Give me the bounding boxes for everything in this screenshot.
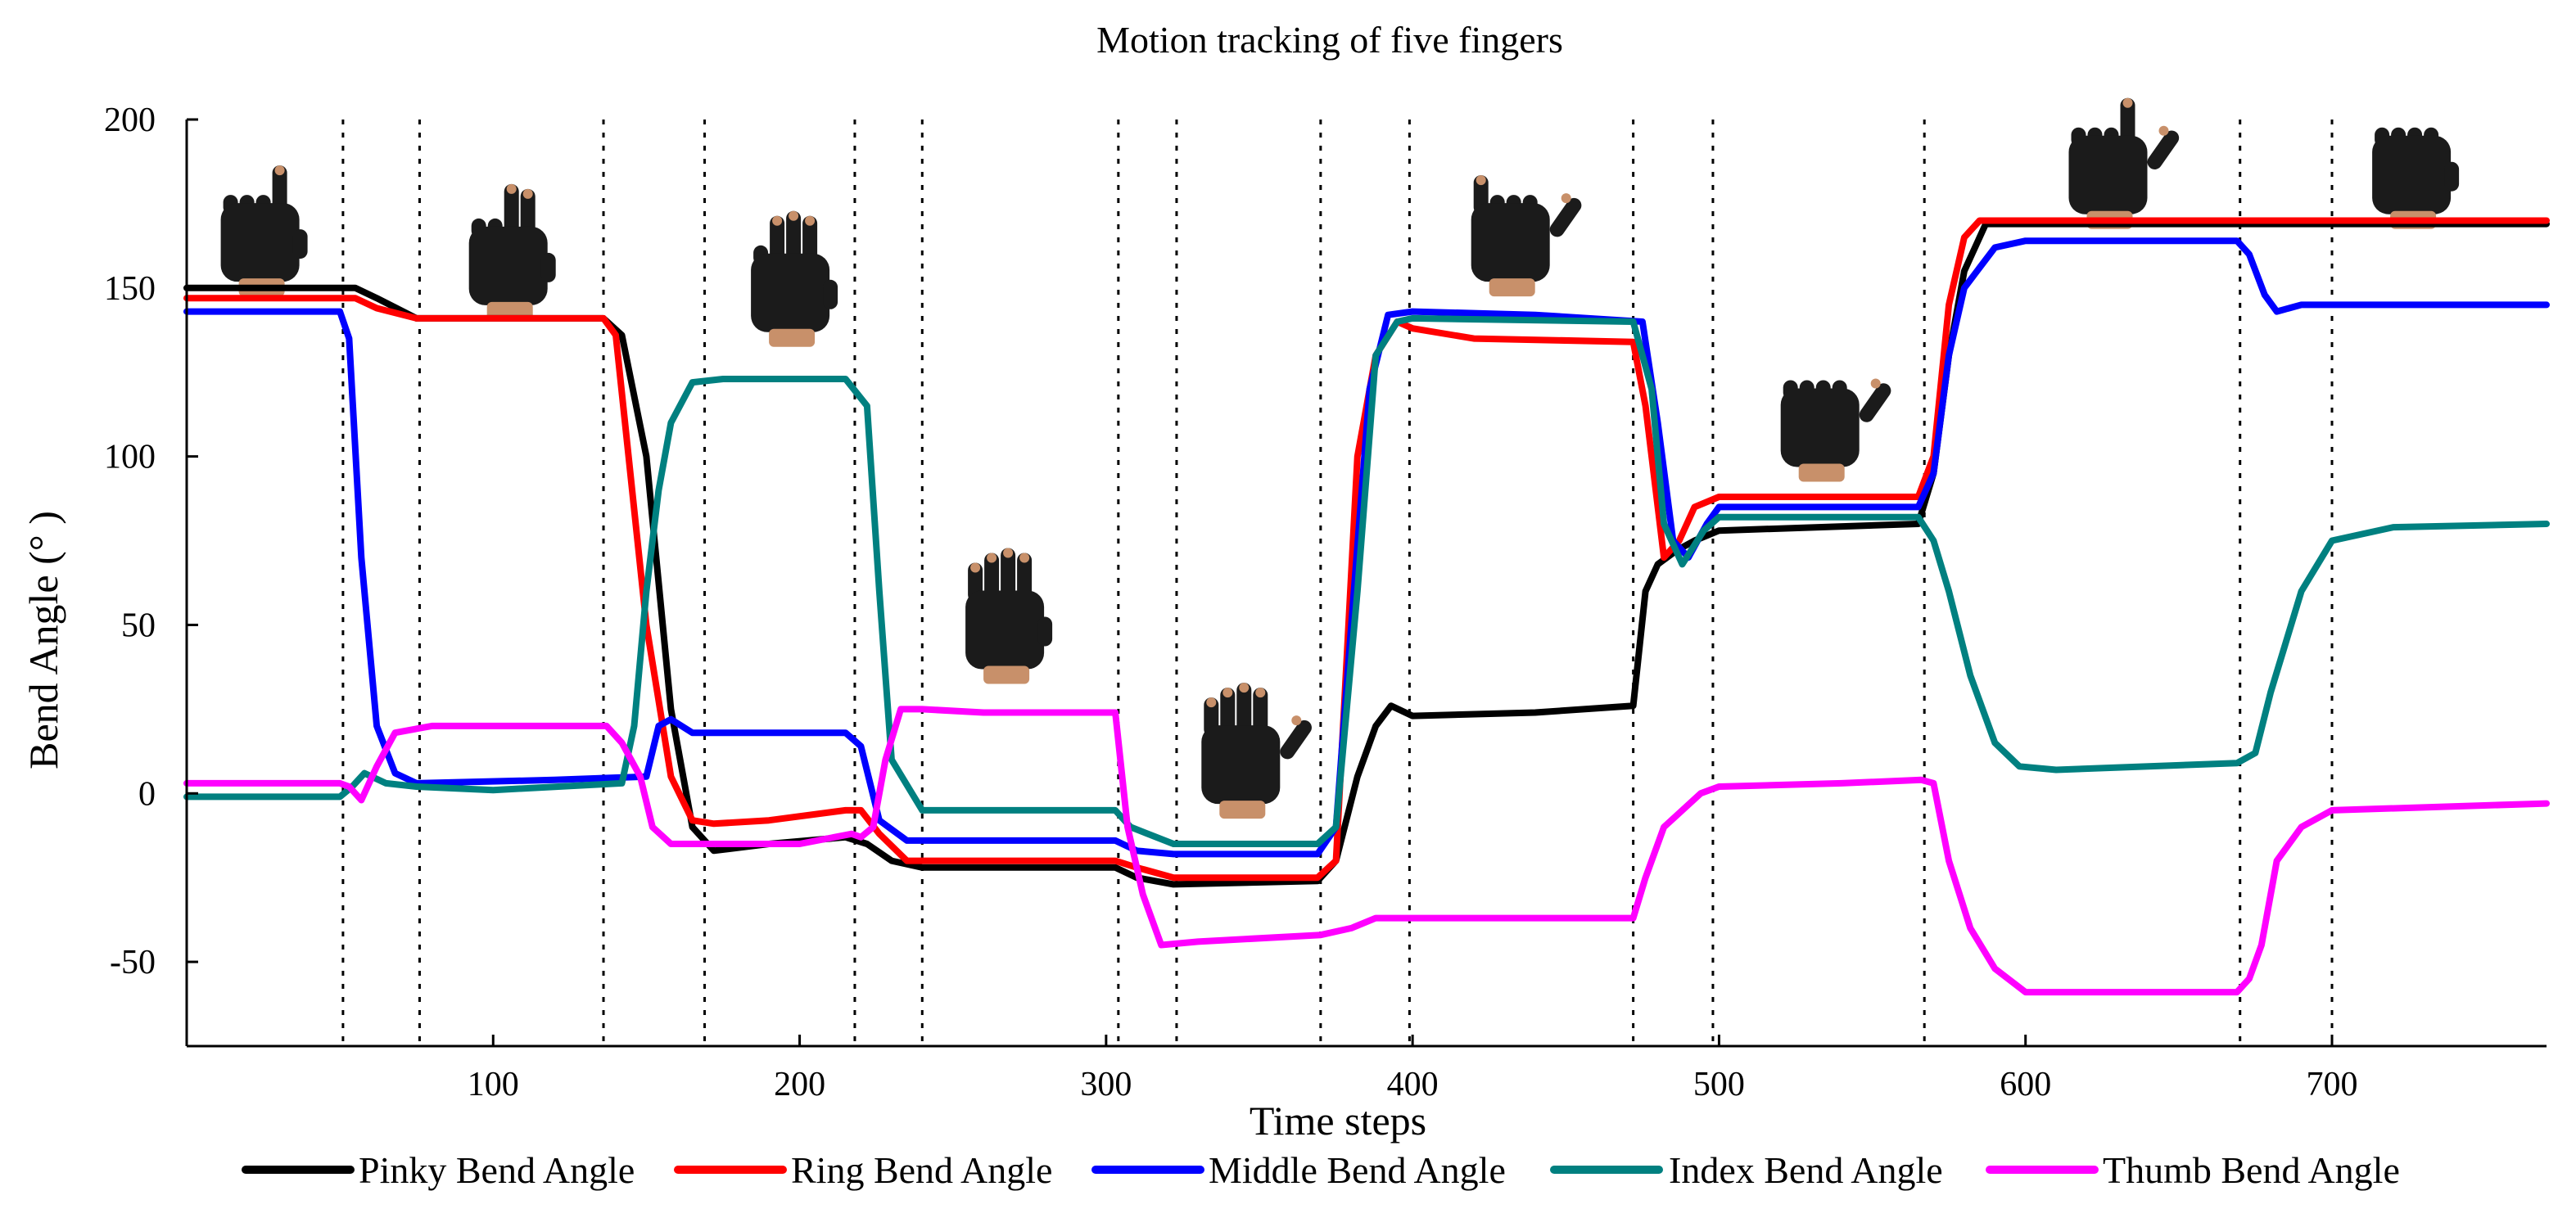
x-tick-label: 200: [774, 1066, 825, 1103]
axes: [185, 120, 2547, 1048]
x-tick-label: 100: [468, 1066, 519, 1103]
hand-gesture-four-fingers: [965, 548, 1053, 684]
x-axis-label: Time steps: [1250, 1098, 1426, 1144]
series-line-pinky-bend-angle: [183, 220, 2550, 888]
y-tick-label: 50: [121, 607, 156, 644]
x-tick-label: 500: [1693, 1066, 1745, 1103]
legend-label-thumb-bend-angle: Thumb Bend Angle: [2103, 1149, 2400, 1191]
x-tick-label: 600: [2000, 1066, 2051, 1103]
chart-title: Motion tracking of five fingers: [1096, 19, 1563, 61]
hand-images-layer: [220, 97, 2460, 819]
series-line-index-bend-angle: [183, 314, 2550, 847]
phase-boundaries-layer: [341, 120, 2334, 1046]
hand-gesture-two-fingers: [468, 183, 556, 320]
series-layer: [183, 217, 2550, 996]
hand-gesture-open-palm: [1201, 683, 1312, 819]
legend: Pinky Bend Angle Ring Bend Angle Middle Be…: [242, 1149, 2400, 1191]
y-tick-label: 0: [138, 775, 156, 813]
legend-label-middle-bend-angle: Middle Bend Angle: [1209, 1149, 1506, 1191]
hand-gesture-three-fingers: [751, 210, 838, 347]
y-tick-label: 200: [104, 102, 156, 139]
legend-label-pinky-bend-angle: Pinky Bend Angle: [359, 1149, 635, 1191]
y-axis-label: Bend Angle (° ): [20, 511, 66, 769]
hand-gesture-shaka: [1471, 175, 1582, 297]
legend-label-ring-bend-angle: Ring Bend Angle: [791, 1149, 1052, 1191]
y-tick-label: -50: [110, 944, 156, 981]
hand-gesture-fist: [2372, 127, 2460, 229]
legend-label-index-bend-angle: Index Bend Angle: [1669, 1149, 1943, 1191]
y-tick-label: 150: [104, 270, 156, 308]
series-line-thumb-bend-angle: [183, 706, 2550, 996]
hand-gesture-pointing: [220, 165, 308, 297]
x-tick-label: 300: [1080, 1066, 1132, 1103]
x-tick-label: 700: [2307, 1066, 2358, 1103]
hand-gesture-fist-thumb: [1780, 378, 1891, 482]
y-tick-label: 100: [104, 439, 156, 476]
x-tick-label: 400: [1387, 1066, 1439, 1103]
hand-gesture-gun: [2068, 97, 2180, 229]
